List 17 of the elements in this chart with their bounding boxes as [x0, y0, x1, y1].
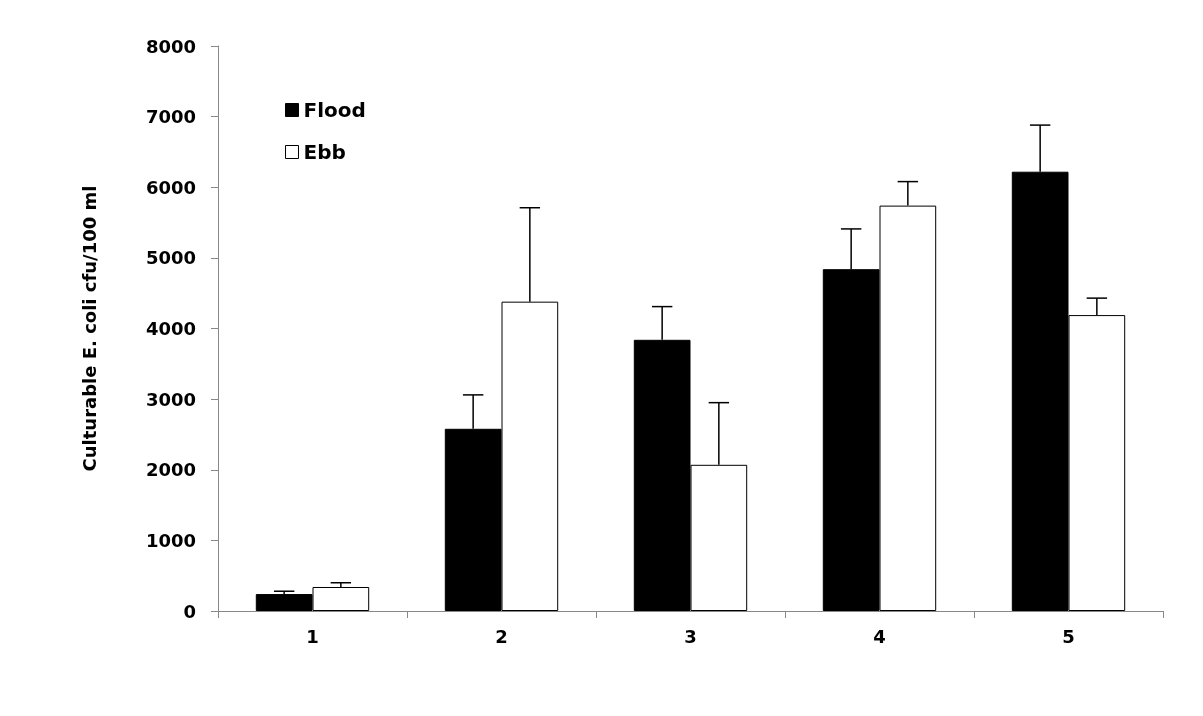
legend-label: Ebb [303, 140, 346, 164]
x-tick-label: 3 [684, 625, 697, 647]
legend-label: Flood [303, 98, 366, 122]
y-tick-label: 5000 [145, 247, 196, 269]
y-tick-label: 1000 [145, 529, 196, 551]
x-tick-label: 5 [1062, 625, 1075, 647]
y-axis-title: Culturable E. coli cfu/100 ml [78, 185, 100, 472]
y-tick-label: 0 [183, 600, 196, 622]
x-tick-label: 1 [306, 625, 319, 647]
y-tick-label: 6000 [145, 176, 196, 198]
y-tick-label: 4000 [145, 318, 196, 339]
y-tick-label: 2000 [145, 459, 196, 481]
y-tick-label: 8000 [145, 35, 196, 57]
y-tick-label: 3000 [145, 388, 196, 410]
x-tick-label: 4 [873, 625, 886, 647]
x-tick-label: 2 [495, 625, 508, 647]
y-tick-label: 7000 [145, 106, 196, 128]
